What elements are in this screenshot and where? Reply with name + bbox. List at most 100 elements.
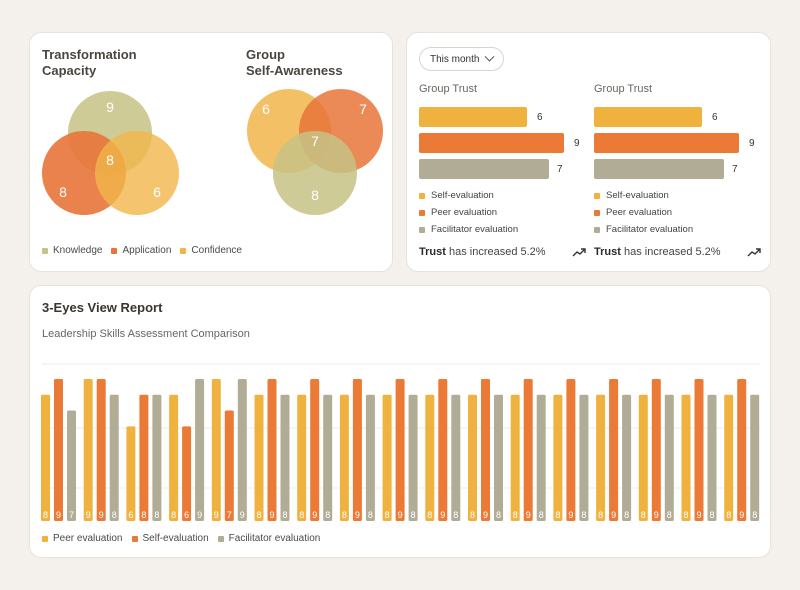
title-line: Self-Awareness [246,63,343,78]
bar-self-evaluation [352,379,362,521]
venn2-right-value: 7 [359,101,367,117]
legend-label: Confidence [191,245,242,256]
trust-legend: Self-evaluation Peer evaluation Facilita… [419,187,518,238]
legend-label: Peer evaluation [53,533,123,544]
bar-value-label: 8 [385,510,390,520]
bar-value-label: 8 [325,510,330,520]
bar-peer-evaluation [510,394,520,521]
bar-facilitator-evaluation [67,410,76,521]
legend-label: Knowledge [53,245,103,256]
bar-value-label: 9 [312,510,317,520]
self-evaluation-bar [419,107,527,127]
bar-self-evaluation [609,379,619,521]
bar-value-label: 9 [739,510,744,520]
assessment-bar-chart: 8 9 6 8 9 8 8 8 8 8 8 8 8 8 8 8 89 9 8 6 7 9 9 9 9 9 9 9 9 9 9 9 97 8 8 9 9 8… [41,363,760,521]
trust-note: Trust has increased 5.2% [419,246,546,258]
swatch-icon [594,209,600,216]
bar-value-label: 9 [99,510,104,520]
legend-self: Self-evaluation [419,187,518,204]
bar-value-label: 9 [197,510,202,520]
venn1-right-value: 6 [153,184,161,200]
swatch-icon [131,535,138,542]
legend-application: Application [111,245,171,256]
bar-value-label: 8 [496,510,501,520]
bar-value-label: 9 [611,510,616,520]
bar-value-label: 8 [256,510,261,520]
bar-facilitator-evaluation [536,394,546,521]
bar-value: 7 [732,164,738,175]
period-dropdown[interactable]: This month [419,47,505,71]
bar-self-evaluation [310,379,320,521]
bar-value: 7 [557,164,563,175]
swatch-icon [594,192,600,199]
bar-peer-evaluation [638,394,648,521]
swatch-icon [42,247,48,254]
bar-value-label: 8 [581,510,586,520]
swatch-icon [42,535,48,542]
report-title: 3-Eyes View Report [42,300,163,315]
bar-peer-evaluation [596,394,606,521]
bar-value-label: 8 [470,510,475,520]
bar-peer-evaluation [297,394,307,521]
bar-self-evaluation [694,379,704,521]
bar-value-label: 9 [269,510,274,520]
bar-self-evaluation [523,379,533,521]
legend-knowledge: Knowledge [42,245,102,256]
bar-facilitator-evaluation [750,394,760,521]
title-line: Capacity [42,63,97,78]
bar-value-label: 8 [683,510,688,520]
bar-value-label: 9 [56,510,61,520]
bar-value-label: 8 [411,510,416,520]
dropdown-label: This month [430,53,480,65]
bar-value-label: 8 [427,510,432,520]
bar-facilitator-evaluation [109,394,119,521]
bar-peer-evaluation [126,426,136,521]
trust-panel-title: Group Trust [594,83,653,95]
facilitator-evaluation-bar [594,159,724,179]
bar-self-evaluation [737,379,747,521]
legend-facilitator: Facilitator evaluation [217,533,320,544]
swatch-icon [217,535,224,542]
bar-value-label: 8 [598,510,603,520]
swatch-icon [419,192,425,199]
bar-value: 6 [537,112,543,123]
venn-card: Transformation Capacity Group Self-Aware… [29,32,393,272]
venn2-center-value: 7 [311,133,319,149]
peer-evaluation-bar [594,133,739,153]
swatch-icon [419,209,425,216]
bar-value-label: 9 [696,510,701,520]
group-trust-card: This month Group Trust 6 9 7 Self-evalua… [406,32,771,272]
bar-value-label: 8 [667,510,672,520]
legend-self: Self-evaluation [594,187,693,204]
bar-value-label: 8 [555,510,560,520]
venn2-bottom-circle [273,131,357,215]
legend-label: Application [122,245,172,256]
trust-note-bold: Trust [419,246,446,258]
bar-value-label: 9 [483,510,488,520]
transformation-capacity-title: Transformation Capacity [42,47,137,79]
bar-value-label: 8 [154,510,159,520]
bar-value-label: 9 [86,510,91,520]
bar-peer-evaluation [339,394,349,521]
peer-evaluation-bar [419,133,564,153]
trust-panel-1: Group Trust 6 9 7 Self-evaluation Peer e… [419,81,589,261]
bar-peer-evaluation [425,394,435,521]
bar-value: 9 [749,138,755,149]
bar-value-label: 7 [227,510,232,520]
venn-diagrams: 9 8 6 8 6 7 8 7 [42,89,383,215]
bar-self-evaluation [182,426,192,521]
bar-value-label: 9 [398,510,403,520]
bar-peer-evaluation [211,379,221,521]
bar-value-label: 8 [112,510,117,520]
bar-facilitator-evaluation [664,394,674,521]
title-line: Transformation [42,47,137,62]
bar-facilitator-evaluation [707,394,717,521]
bar-value-label: 8 [453,510,458,520]
trending-up-icon [572,248,586,257]
legend-label: Peer evaluation [606,207,673,218]
bar-value-label: 8 [641,510,646,520]
bar-self-evaluation [139,394,149,521]
swatch-icon [111,247,118,254]
bar-value-label: 8 [726,510,731,520]
bar-facilitator-evaluation [494,394,503,521]
